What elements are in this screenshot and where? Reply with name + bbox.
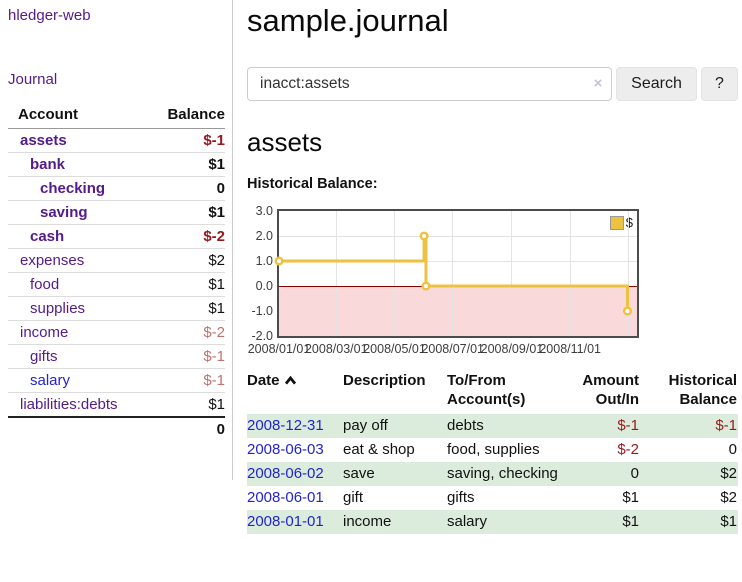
account-column-header: To/From Account(s) bbox=[447, 372, 526, 408]
account-row: expenses $2 bbox=[8, 248, 225, 273]
balance-chart: 3.0 2.0 1.0 0.0 -1.0 -2.0 $ 2008/01/01 2008/03… bbox=[247, 203, 738, 357]
balance-column-header: Balance bbox=[150, 102, 225, 129]
register-header-row: Date Description To/From Account(s) Amou… bbox=[247, 369, 738, 414]
account-link-assets[interactable]: assets bbox=[20, 132, 67, 149]
account-row: checking 0 bbox=[8, 176, 225, 201]
transaction-accounts: debts bbox=[447, 414, 565, 438]
register-row: 2008-06-02 save saving, checking 0 $2 bbox=[247, 462, 738, 486]
transaction-amount: $1 bbox=[565, 510, 640, 534]
account-row: income $-2 bbox=[8, 320, 225, 345]
account-table-header: Account Balance bbox=[8, 102, 225, 129]
transaction-date-link[interactable]: 2008-06-01 bbox=[247, 489, 324, 506]
brand-link[interactable]: hledger-web bbox=[8, 7, 91, 24]
register-row: 2008-01-01 income salary $1 $1 bbox=[247, 510, 738, 534]
total-row: 0 bbox=[8, 416, 225, 441]
page-title: sample.journal bbox=[247, 3, 449, 38]
transaction-date-link[interactable]: 2008-06-02 bbox=[247, 465, 324, 482]
transaction-accounts: food, supplies bbox=[447, 441, 540, 458]
account-balance-table: Account Balance assets $-1 bank $1 check… bbox=[8, 102, 225, 441]
amount-column-header: Amount Out/In bbox=[582, 372, 639, 408]
account-row: cash $-2 bbox=[8, 224, 225, 249]
account-row: salary $-1 bbox=[8, 368, 225, 393]
transaction-balance: $-1 bbox=[640, 414, 738, 438]
transaction-accounts: saving, checking bbox=[447, 462, 565, 486]
transaction-description: pay off bbox=[343, 414, 447, 438]
account-link-bank[interactable]: bank bbox=[30, 156, 66, 173]
account-row: supplies $1 bbox=[8, 296, 225, 321]
account-row: bank $1 bbox=[8, 152, 225, 177]
clear-search-icon[interactable]: × bbox=[593, 75, 603, 92]
account-heading: assets bbox=[247, 127, 323, 157]
account-link-checking[interactable]: checking bbox=[40, 180, 106, 197]
chart-y-axis: 3.0 2.0 1.0 0.0 -1.0 -2.0 bbox=[251, 203, 273, 343]
transaction-balance: $2 bbox=[720, 489, 737, 506]
account-balance: $1 bbox=[150, 296, 225, 321]
account-link-liabilities-debts[interactable]: liabilities:debts bbox=[20, 396, 118, 413]
search-button[interactable]: Search bbox=[616, 67, 697, 101]
transaction-amount: $1 bbox=[622, 489, 639, 506]
transaction-amount: 0 bbox=[565, 462, 640, 486]
account-link-cash[interactable]: cash bbox=[30, 228, 65, 245]
account-link-food[interactable]: food bbox=[30, 276, 60, 293]
account-row: saving $1 bbox=[8, 200, 225, 225]
account-balance: 0 bbox=[150, 176, 225, 201]
transaction-amount: $-1 bbox=[565, 414, 640, 438]
account-row: assets $-1 bbox=[8, 128, 225, 153]
transaction-description: eat & shop bbox=[343, 441, 415, 458]
register-row: 2008-06-03 eat & shop food, supplies $-2… bbox=[247, 438, 738, 462]
account-link-income[interactable]: income bbox=[20, 324, 69, 341]
description-column-header: Description bbox=[343, 372, 426, 389]
transaction-accounts: salary bbox=[447, 510, 565, 534]
account-link-supplies[interactable]: supplies bbox=[30, 300, 86, 317]
account-balance: $1 bbox=[150, 272, 225, 297]
chart-legend: $ bbox=[609, 215, 633, 230]
account-balance: $-1 bbox=[150, 128, 225, 153]
sidebar-item-journal[interactable]: Journal bbox=[8, 71, 58, 88]
legend-swatch-icon bbox=[609, 215, 624, 230]
sidebar: hledger-web Journal Account Balance asse… bbox=[0, 0, 233, 480]
account-link-gifts[interactable]: gifts bbox=[30, 348, 58, 365]
account-balance: $1 bbox=[150, 200, 225, 225]
register-row: 2008-12-31 pay off debts $-1 $-1 bbox=[247, 414, 738, 438]
account-link-expenses[interactable]: expenses bbox=[20, 252, 85, 269]
main-panel: sample.journal × Search ? assets Histori… bbox=[247, 0, 738, 534]
account-balance: $-2 bbox=[150, 320, 225, 345]
account-column-header: Account bbox=[8, 102, 151, 129]
account-row: food $1 bbox=[8, 272, 225, 297]
transaction-description: save bbox=[343, 462, 447, 486]
account-balance: $-1 bbox=[150, 368, 225, 393]
transaction-date-link[interactable]: 2008-06-03 bbox=[247, 441, 324, 458]
account-balance: $-2 bbox=[150, 224, 225, 249]
register-row: 2008-06-01 gift gifts $1 $2 bbox=[247, 486, 738, 510]
transaction-amount: $-2 bbox=[617, 441, 639, 458]
chart-plot: $ bbox=[274, 209, 639, 338]
date-column-header[interactable]: Date bbox=[247, 369, 343, 414]
account-balance: $1 bbox=[150, 152, 225, 177]
account-link-salary[interactable]: salary bbox=[30, 372, 71, 389]
account-row: liabilities:debts $1 bbox=[8, 392, 225, 418]
transaction-description: gift bbox=[343, 489, 364, 506]
transaction-balance: 0 bbox=[728, 441, 737, 458]
account-balance: $1 bbox=[150, 392, 225, 418]
balance-column-header: Historical Balance bbox=[668, 372, 737, 408]
sort-ascending-icon bbox=[284, 372, 297, 391]
transaction-description: income bbox=[343, 510, 447, 534]
transaction-accounts: gifts bbox=[447, 489, 475, 506]
transaction-date-link[interactable]: 2008-12-31 bbox=[247, 417, 324, 434]
search-input[interactable] bbox=[247, 67, 612, 101]
transaction-balance: $1 bbox=[640, 510, 738, 534]
account-balance: $-1 bbox=[150, 344, 225, 369]
total-balance: 0 bbox=[150, 416, 225, 441]
legend-label: $ bbox=[625, 215, 633, 230]
search-bar: × Search ? bbox=[247, 67, 738, 101]
transaction-balance: $2 bbox=[640, 462, 738, 486]
transaction-date-link[interactable]: 2008-01-01 bbox=[247, 513, 324, 530]
register-table: Date Description To/From Account(s) Amou… bbox=[247, 369, 738, 534]
account-balance: $2 bbox=[150, 248, 225, 273]
help-button[interactable]: ? bbox=[701, 67, 738, 101]
chart-title: Historical Balance: bbox=[247, 176, 378, 192]
chart-x-axis: 2008/01/01 2008/03/01 2008/05/01 2008/07/01… bbox=[247, 342, 601, 356]
account-row: gifts $-1 bbox=[8, 344, 225, 369]
account-link-saving[interactable]: saving bbox=[40, 204, 88, 221]
